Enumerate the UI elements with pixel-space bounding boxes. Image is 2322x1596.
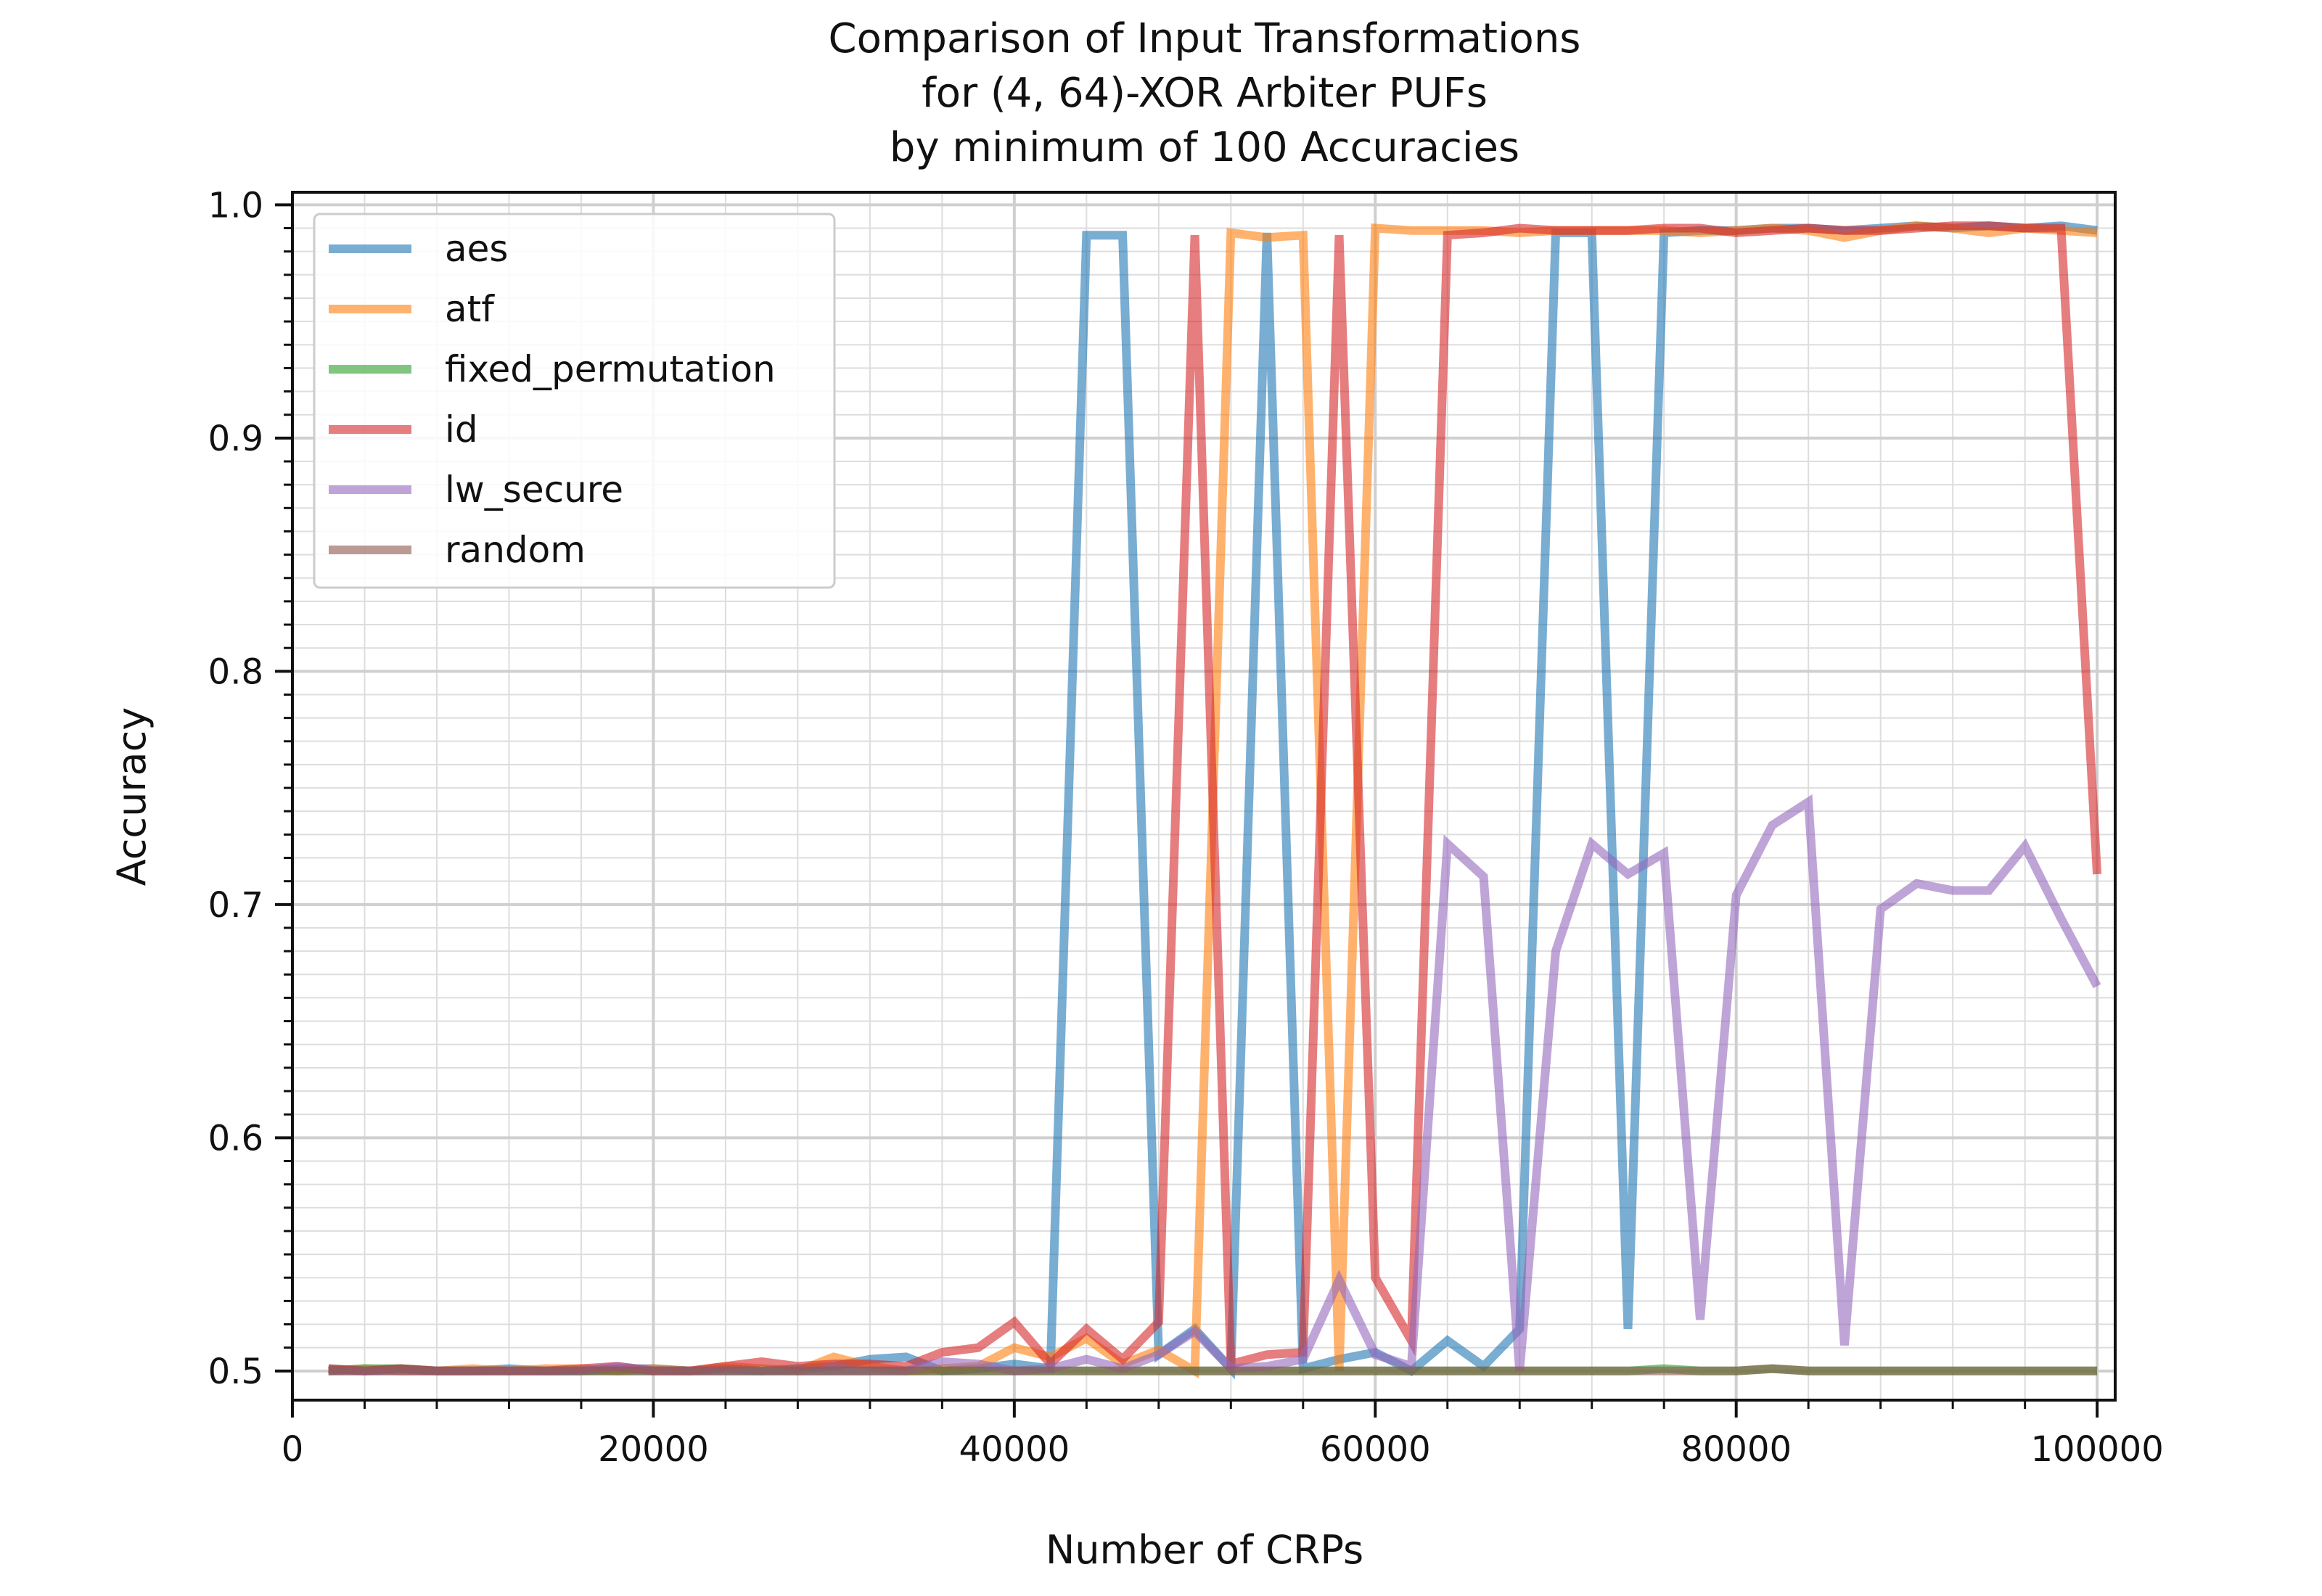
y-axis-label: Accuracy xyxy=(109,707,155,887)
series-lines xyxy=(328,221,2102,1380)
chart-title-line-3: by minimum of 100 Accuracies xyxy=(890,124,1519,171)
legend-label-fixed-permutation: fixed_permutation xyxy=(445,348,776,390)
legend-label-atf: atf xyxy=(445,288,495,330)
y-tick-label: 0.7 xyxy=(208,885,263,926)
legend-label-aes: aes xyxy=(445,228,508,270)
x-tick-label: 100000 xyxy=(2031,1429,2164,1470)
series-line-random xyxy=(328,1364,2098,1375)
x-tick-label: 60000 xyxy=(1320,1429,1431,1470)
tick-labels: 0 20000 40000 60000 80000 100000 0.5 0.6 0.7 0.8 0… xyxy=(208,185,2164,1470)
axes xyxy=(291,191,2117,1402)
chart-title-line-1: Comparison of Input Transformations xyxy=(829,15,1581,62)
legend-label-lw-secure: lw_secure xyxy=(445,469,623,511)
legend-box xyxy=(313,213,836,589)
x-tick-label: 80000 xyxy=(1681,1429,1792,1470)
x-tick-label: 20000 xyxy=(598,1429,709,1470)
plot-frame xyxy=(291,191,2117,1402)
x-tick-label: 0 xyxy=(282,1429,304,1470)
y-tick-label: 1.0 xyxy=(208,185,263,226)
legend-label-id: id xyxy=(445,408,478,451)
axis-ticks xyxy=(275,203,2099,1418)
legend-label-random: random xyxy=(445,529,586,571)
x-tick-label: 40000 xyxy=(959,1429,1070,1470)
x-axis-label: Number of CRPs xyxy=(1046,1527,1363,1573)
y-tick-label: 0.6 xyxy=(208,1118,263,1159)
y-tick-label: 0.8 xyxy=(208,651,263,692)
y-tick-label: 0.9 xyxy=(208,419,263,459)
y-tick-label: 0.5 xyxy=(208,1352,263,1392)
chart-title-line-2: for (4, 64)-XOR Arbiter PUFs xyxy=(922,70,1488,117)
